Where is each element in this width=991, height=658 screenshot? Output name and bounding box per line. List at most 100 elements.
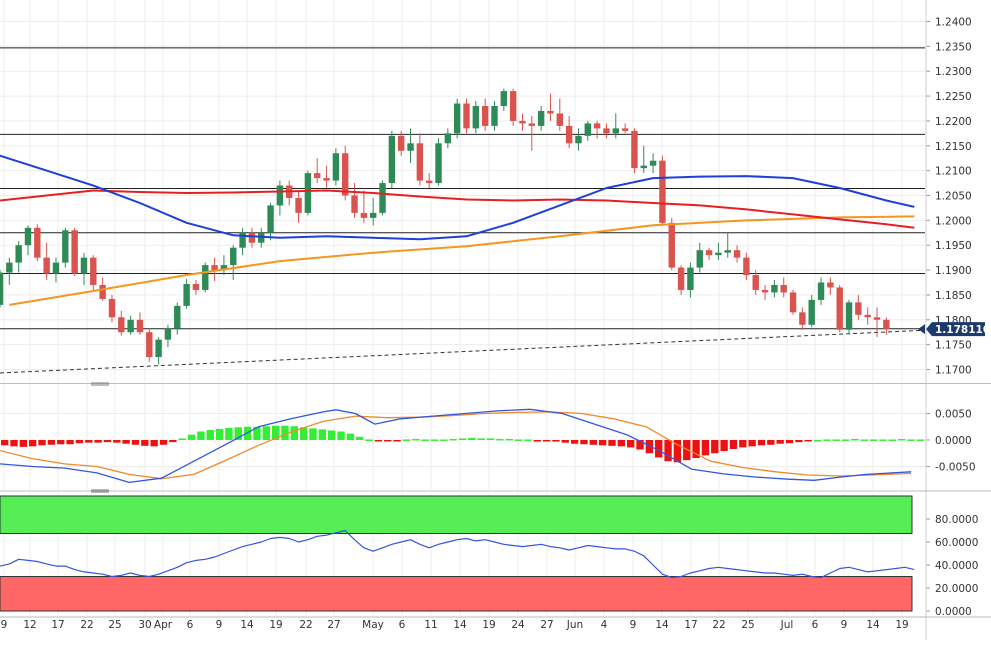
candle-body bbox=[146, 332, 153, 358]
macd-histogram-bar bbox=[468, 437, 476, 440]
candle-body bbox=[491, 106, 498, 126]
macd-histogram-bar bbox=[627, 440, 635, 448]
macd-histogram-bar bbox=[869, 439, 878, 441]
macd-histogram-bar bbox=[103, 440, 112, 443]
macd-histogram-bar bbox=[159, 440, 168, 445]
candle-body bbox=[52, 262, 60, 274]
candle-body bbox=[34, 227, 41, 258]
gridlines bbox=[0, 0, 925, 616]
candle-body bbox=[743, 257, 750, 276]
macd-histogram-bar bbox=[309, 428, 317, 440]
last-price-label: 1.178110 bbox=[935, 324, 990, 336]
price-axis-label: 1.2150 bbox=[935, 141, 972, 153]
candle-body bbox=[304, 173, 312, 213]
macd-histogram-bar bbox=[664, 440, 672, 462]
candle-body bbox=[855, 302, 862, 315]
candle-body bbox=[649, 160, 657, 166]
candle-body bbox=[677, 267, 685, 290]
macd-histogram-bar bbox=[262, 426, 270, 440]
candle-body bbox=[836, 287, 843, 330]
candle-body bbox=[509, 91, 517, 121]
price-axis-label: 1.2000 bbox=[935, 215, 972, 227]
macd-axis-label: 0.0050 bbox=[935, 409, 972, 421]
macd-histogram-bar bbox=[141, 440, 149, 446]
candle-body bbox=[537, 110, 545, 126]
macd-line bbox=[0, 408, 912, 484]
macd-histogram-bar bbox=[823, 439, 831, 441]
macd-histogram-bar bbox=[477, 438, 485, 440]
macd-histogram-bar bbox=[598, 440, 607, 446]
macd-histogram-bar bbox=[580, 440, 588, 445]
candle-body bbox=[463, 103, 470, 129]
price-axis-label: 1.2400 bbox=[935, 17, 972, 29]
candle-body bbox=[799, 312, 806, 325]
macd-histogram-bar bbox=[178, 438, 186, 440]
date-tick-label: May bbox=[362, 619, 384, 631]
macd-histogram-bar bbox=[440, 439, 448, 441]
candle-body bbox=[80, 257, 88, 274]
macd-histogram-bar bbox=[888, 439, 896, 441]
date-tick-label: 19 bbox=[895, 619, 908, 631]
candle-body bbox=[864, 314, 871, 318]
date-tick-label: 9 bbox=[1, 619, 8, 631]
macd-histogram-bar bbox=[299, 427, 308, 440]
candle-body bbox=[659, 160, 666, 223]
candle-body bbox=[752, 275, 759, 290]
macd-histogram-bar bbox=[636, 440, 644, 450]
macd-histogram-bar bbox=[449, 438, 457, 441]
macd-histogram-bar bbox=[393, 440, 401, 442]
candle-body bbox=[612, 128, 619, 134]
sma-red-line bbox=[0, 189, 915, 229]
macd-histogram-bar bbox=[356, 436, 364, 440]
macd-histogram-bar bbox=[337, 431, 345, 440]
candle-body bbox=[827, 282, 834, 288]
candle-body bbox=[771, 284, 778, 293]
macd-histogram-bar bbox=[552, 440, 560, 442]
date-tick-label: 24 bbox=[511, 619, 525, 631]
macd-histogram-bar bbox=[701, 440, 710, 456]
candle-body bbox=[444, 133, 452, 144]
macd-histogram-bar bbox=[533, 440, 541, 442]
candle-body bbox=[174, 305, 181, 329]
date-tick-label: 30 bbox=[138, 619, 151, 631]
price-axis-label: 1.1850 bbox=[935, 290, 972, 302]
candle-body bbox=[528, 123, 536, 126]
candle-body bbox=[519, 120, 526, 124]
date-tick-label: 12 bbox=[23, 619, 36, 631]
date-tick-label: 14 bbox=[866, 619, 880, 631]
macd-histogram-bar bbox=[402, 439, 411, 441]
candle-body bbox=[99, 284, 106, 299]
date-tick-label: 9 bbox=[216, 619, 223, 631]
macd-histogram-bar bbox=[169, 440, 177, 443]
macd-histogram-bar bbox=[113, 440, 121, 443]
macd-histogram-bar bbox=[122, 440, 130, 444]
price-axis-label: 1.2250 bbox=[935, 91, 972, 103]
macd-histogram-bar bbox=[897, 438, 906, 441]
candle-body bbox=[164, 328, 172, 340]
candle-body bbox=[332, 153, 340, 181]
macd-histogram-bar bbox=[776, 440, 784, 444]
price-axis-label: 1.2100 bbox=[935, 166, 972, 178]
macd-axis-label: 0.0000 bbox=[935, 435, 972, 447]
candle-body bbox=[789, 292, 797, 313]
macd-histogram-bar bbox=[421, 439, 429, 441]
date-tick-label: 25 bbox=[108, 619, 121, 631]
candle-body bbox=[24, 227, 32, 246]
candle-body bbox=[603, 128, 610, 134]
candle-body bbox=[845, 302, 853, 330]
macd-histogram-bar bbox=[673, 440, 682, 463]
candle-body bbox=[397, 135, 405, 151]
date-tick-label: 11 bbox=[424, 619, 437, 631]
macd-histogram-bar bbox=[505, 438, 513, 441]
macd-histogram-bar bbox=[197, 431, 205, 440]
macd-histogram-bar bbox=[589, 440, 597, 445]
candle-body bbox=[43, 257, 50, 274]
date-tick-label: 14 bbox=[655, 619, 669, 631]
macd-histogram-bar bbox=[290, 426, 298, 440]
macd-histogram-bar bbox=[66, 440, 74, 445]
price-axis-label: 1.2050 bbox=[935, 191, 972, 203]
price-axis-label: 1.2350 bbox=[935, 41, 972, 53]
price-panel bbox=[0, 47, 926, 374]
date-tick-label: 22 bbox=[712, 619, 725, 631]
